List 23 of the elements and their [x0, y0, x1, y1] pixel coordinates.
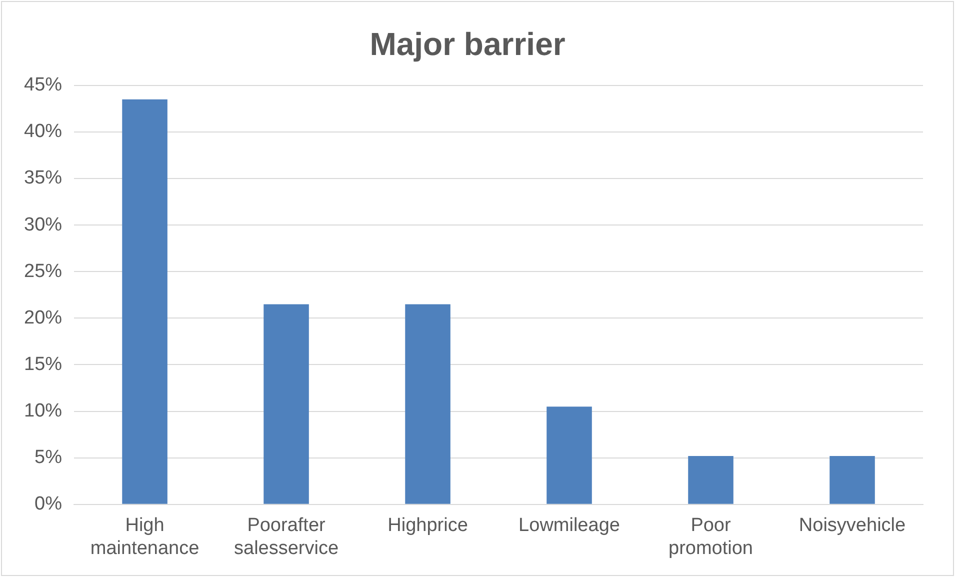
bar	[546, 406, 592, 504]
x-tick-label: Lowmileage	[518, 515, 620, 536]
x-tick-label: Noisyvehicle	[798, 515, 906, 536]
bar	[122, 99, 168, 504]
y-tick-label: 5%	[34, 447, 62, 468]
bar	[830, 456, 875, 504]
bar	[264, 304, 309, 504]
bar	[405, 304, 450, 504]
y-tick-label: 10%	[24, 400, 62, 422]
y-tick-label: 15%	[24, 354, 62, 375]
x-tick-label: High maintenance	[90, 515, 200, 559]
y-tick-label: 20%	[24, 307, 62, 328]
y-tick-label: 30%	[24, 214, 62, 236]
bar	[688, 456, 734, 504]
y-tick-label: 0%	[34, 494, 62, 515]
chart-title: Major barrier	[370, 26, 566, 62]
x-tick-label: Poorafter salesservice	[234, 515, 339, 559]
y-tick-label: 45%	[24, 74, 62, 96]
x-tick-label: Poor promotion	[668, 515, 754, 559]
y-tick-label: 35%	[24, 168, 62, 189]
x-tick-label: Highprice	[388, 515, 468, 536]
y-tick-label: 40%	[24, 121, 62, 142]
y-tick-label: 25%	[24, 260, 62, 282]
